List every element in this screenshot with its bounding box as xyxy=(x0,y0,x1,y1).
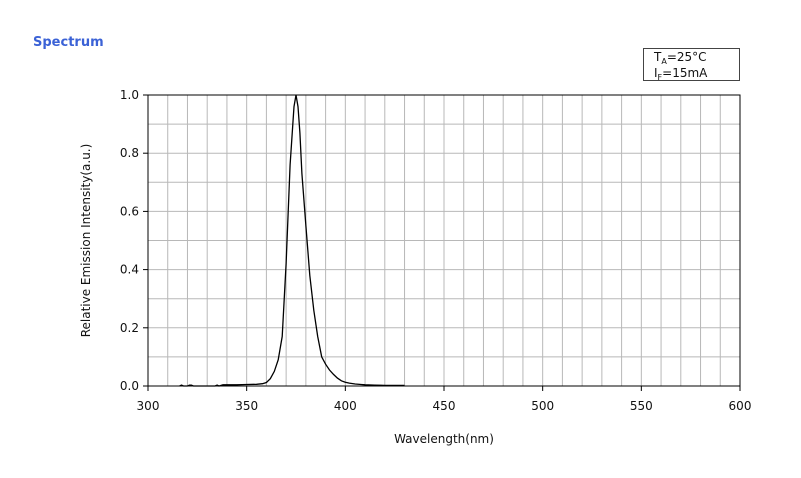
chart-grid xyxy=(148,95,740,386)
y-tick-label: 1.0 xyxy=(120,88,139,102)
x-tick-label: 550 xyxy=(630,399,653,413)
y-axis-ticks: 0.0 0.2 0.4 0.6 0.8 1.0 xyxy=(120,88,148,393)
test-conditions-box: TA=25°C IF=15mA xyxy=(643,48,740,82)
current-condition: IF=15mA xyxy=(654,66,708,82)
x-tick-label: 600 xyxy=(729,399,752,413)
spectrum-line xyxy=(179,94,405,387)
y-tick-label: 0.2 xyxy=(120,321,139,335)
temperature-condition: TA=25°C xyxy=(654,50,707,66)
x-axis-ticks: 300 350 400 450 500 550 600 xyxy=(137,386,752,413)
temperature-subscript: A xyxy=(661,57,667,66)
x-axis-label: Wavelength(nm) xyxy=(394,432,494,446)
x-tick-label: 450 xyxy=(433,399,456,413)
x-tick-label: 400 xyxy=(334,399,357,413)
y-tick-label: 0.8 xyxy=(120,146,139,160)
x-tick-label: 500 xyxy=(531,399,554,413)
y-axis-label: Relative Emission Intensity(a.u.) xyxy=(79,144,93,338)
current-subscript: F xyxy=(657,73,663,82)
y-tick-label: 0.6 xyxy=(120,204,139,218)
y-tick-label: 0.0 xyxy=(120,379,139,393)
section-title: Spectrum xyxy=(33,35,104,50)
x-tick-label: 300 xyxy=(137,399,160,413)
y-tick-label: 0.4 xyxy=(120,263,139,277)
x-tick-label: 350 xyxy=(235,399,258,413)
